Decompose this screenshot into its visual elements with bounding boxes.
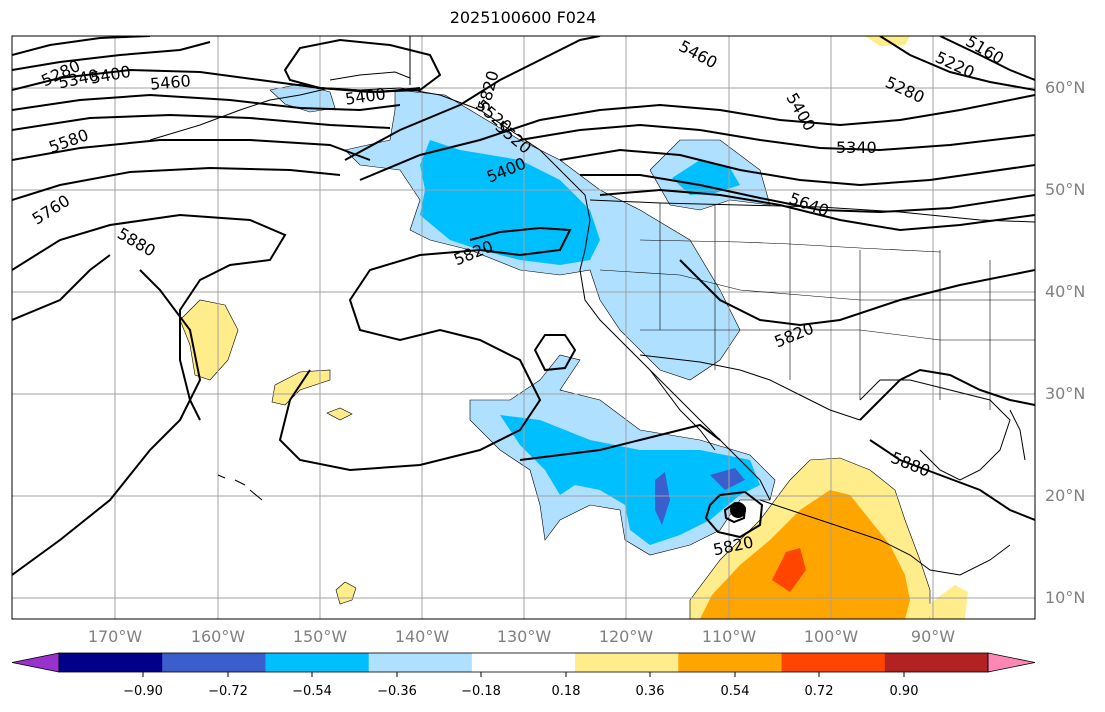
shade-dark-blue-spot-1 [655, 472, 670, 525]
lon-label: 100°W [803, 627, 859, 646]
hawaii-islands [217, 474, 263, 501]
colorbar-segment [884, 653, 989, 672]
contour-jet-5 [580, 174, 1035, 214]
shade-yellow-small-1 [271, 369, 331, 406]
contour-small-low [533, 334, 577, 372]
contour-5160-ne [939, 36, 1035, 81]
lon-label: 130°W [496, 627, 552, 646]
state-borders [599, 203, 1035, 410]
coast-florida [1009, 409, 1026, 461]
shade-blue-west-coast [420, 140, 600, 265]
shade-yellow-small-2 [326, 407, 353, 421]
shade-yellow-central-pacific [179, 299, 239, 381]
colorbar-segment [162, 653, 266, 672]
shade-yellow-se-corner [928, 585, 968, 619]
lat-label: 20°N [1045, 486, 1086, 505]
coast-alaska-south [149, 87, 591, 221]
shaded-negative-regions [269, 83, 776, 556]
colorbar-segment [265, 653, 370, 672]
lon-label: 160°W [190, 627, 246, 646]
contour-hurricane-outer [704, 490, 764, 539]
contour-5880-gulf [869, 439, 1035, 521]
contour-5880-east [859, 368, 1035, 421]
contour-line-7 [12, 166, 341, 201]
shade-orange-east-pacific [700, 490, 910, 619]
colorbar-extend-high [987, 652, 1036, 673]
colorbar-tick-label: 0.18 [551, 684, 581, 699]
contour-line-6 [12, 139, 371, 161]
shade-blue-nw-canada [672, 160, 740, 195]
contour-jet-2 [359, 94, 1035, 181]
contour-5820-east [679, 259, 1035, 327]
colorbar-tick-label: 0.54 [720, 684, 750, 699]
lat-label: 30°N [1045, 384, 1086, 403]
colorbar-tick-label: 0.36 [635, 684, 665, 699]
coast-alaska-north [329, 71, 411, 81]
shade-dark-blue-spot-2 [710, 468, 745, 490]
lat-label: 40°N [1045, 282, 1086, 301]
lat-label: 10°N [1045, 588, 1086, 607]
shade-red-east-pacific [772, 548, 806, 592]
colorbar-tick-label: −0.18 [461, 684, 501, 699]
colorbar-segment [59, 653, 163, 672]
lon-label: 170°W [87, 627, 143, 646]
contour-line-8 [12, 213, 287, 421]
contour-5820-main [278, 226, 572, 472]
contour-5820-mexico [519, 423, 721, 461]
colorbar-ticks [142, 672, 905, 677]
lon-label: 150°W [292, 627, 348, 646]
contour-jet-1 [344, 36, 601, 161]
hurricane-center-marker [730, 502, 746, 518]
colorbar-segment [781, 653, 886, 672]
shade-blue-mexico-pacific [500, 415, 760, 545]
contour-label: 5460 [149, 71, 191, 93]
contour-line-5 [12, 113, 391, 131]
contour-5220-ne [879, 36, 1035, 91]
colorbar-tick-label: −0.72 [208, 684, 248, 699]
colorbar-tick-label: −0.54 [292, 684, 332, 699]
colorbar-extend-low [11, 652, 60, 673]
contour-jet-3 [519, 123, 1035, 152]
colorbar-segment [678, 653, 783, 672]
colorbar-tick-label: −0.36 [377, 684, 417, 699]
colorbar-tick-label: −0.90 [123, 684, 163, 699]
contour-line-1 [12, 36, 151, 56]
shaded-positive-regions [179, 36, 968, 619]
lon-label: 110°W [701, 627, 757, 646]
contour-line-4 [12, 93, 401, 112]
contour-closed-low-alaska [283, 38, 442, 94]
map-frame [11, 35, 1036, 620]
height-contours [12, 36, 1035, 576]
colorbar-segment [368, 653, 473, 672]
coast-baja [649, 369, 716, 451]
lon-label: 140°W [394, 627, 450, 646]
state-border-mexico-us [639, 354, 861, 421]
colorbar-tick-label: 0.90 [889, 684, 919, 699]
contour-label: 5340 [836, 138, 877, 157]
coast-mexico-south [759, 499, 1011, 576]
lon-label: 90°W [910, 627, 956, 646]
lon-label: 120°W [598, 627, 654, 646]
colorbar-tick-label: 0.72 [804, 684, 834, 699]
contour-line-2 [12, 41, 211, 71]
map-title: 2025100600 F024 [449, 8, 597, 27]
contour-5640-east [599, 188, 1035, 232]
colorbar [11, 652, 1036, 673]
colorbar-outline [58, 652, 989, 673]
lat-label: 50°N [1045, 180, 1086, 199]
contour-line-5880-west [12, 269, 202, 576]
lat-label: 60°N [1045, 78, 1086, 97]
contour-line-ridge [12, 254, 111, 321]
colorbar-segment [575, 653, 679, 672]
contour-jet-4 [559, 148, 1035, 187]
graticule [12, 36, 1035, 619]
colorbar-segment [471, 653, 576, 672]
